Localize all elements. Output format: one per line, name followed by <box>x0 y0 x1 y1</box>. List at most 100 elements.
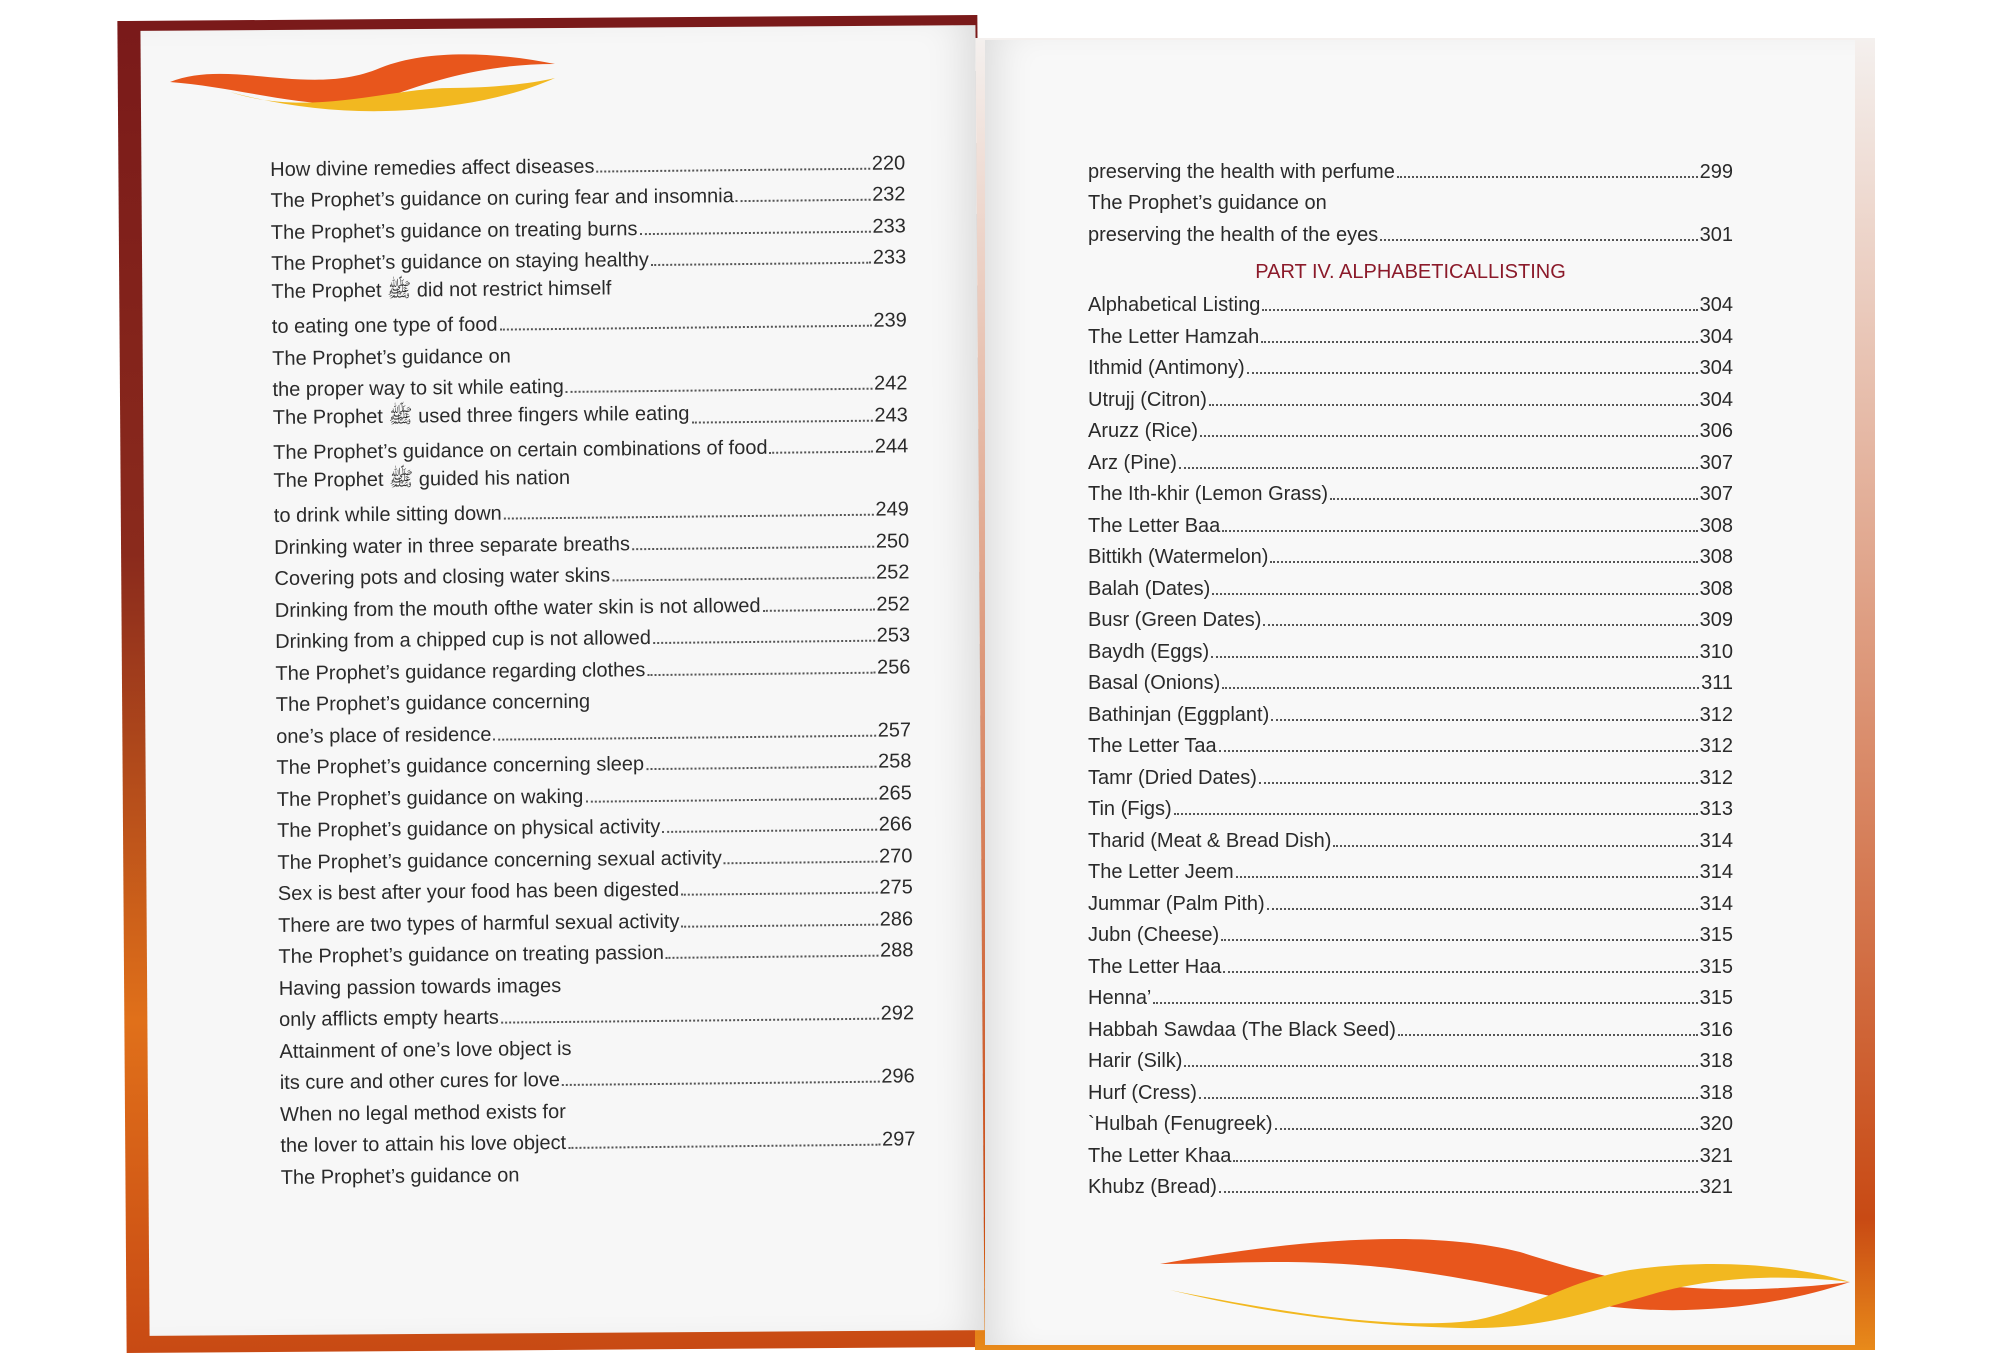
entry-title: only afflicts empty hearts <box>278 1006 499 1031</box>
entry-title: Henna’ <box>1088 987 1152 1009</box>
dot-leader <box>1221 939 1698 941</box>
toc-entry: The Letter Taa 312 <box>1088 727 1733 759</box>
dot-leader <box>503 513 874 520</box>
entry-title: Bittikh (Watermelon) <box>1088 546 1269 568</box>
entry-page-number: 307 <box>1699 451 1733 474</box>
entry-page-number: 308 <box>1699 577 1733 600</box>
dot-leader <box>1261 340 1698 343</box>
entry-page-number: 253 <box>876 624 911 647</box>
dot-leader <box>1266 907 1698 910</box>
dot-leader <box>1184 1065 1698 1067</box>
entry-title: Busr (Green Dates) <box>1088 609 1262 631</box>
dot-leader <box>1200 435 1698 437</box>
dot-leader <box>1262 309 1698 311</box>
entry-title: one’s place of residence <box>276 723 492 748</box>
entry-page-number: 304 <box>1699 325 1733 348</box>
right-page <box>985 40 1855 1345</box>
entry-title: The Prophet’s guidance on treating burns <box>270 217 638 244</box>
entry-page-number: 316 <box>1699 1018 1733 1041</box>
toc-entry: Henna’ 315 <box>1088 979 1733 1011</box>
flame-decoration-bottom-right <box>1160 1239 1850 1329</box>
entry-title: The Prophet’s guidance on physical activ… <box>277 815 661 842</box>
entry-page-number: 242 <box>873 372 908 395</box>
toc-entry: Arz (Pine) 307 <box>1088 443 1733 475</box>
entry-title: The Letter Hamzah <box>1088 325 1260 348</box>
dot-leader <box>1397 1033 1698 1036</box>
entry-title: Basal (Onions) <box>1088 672 1221 694</box>
entry-title: Hurf (Cress) <box>1088 1081 1197 1104</box>
entry-page-number: 301 <box>1699 223 1733 246</box>
dot-leader <box>639 230 871 235</box>
dot-leader <box>612 576 875 582</box>
dot-leader <box>769 450 873 454</box>
table-of-contents-left: How divine remedies affect diseases 220 Th… <box>270 143 916 1189</box>
entry-title: How divine remedies affect diseases <box>270 155 595 181</box>
entry-title: Tin (Figs) <box>1088 798 1172 820</box>
entry-title: The Ith-khir (Lemon Grass) <box>1088 483 1329 505</box>
entry-page-number: 252 <box>876 592 910 616</box>
dot-leader <box>1333 844 1698 847</box>
entry-page-number: 313 <box>1699 798 1733 820</box>
dot-leader <box>1270 561 1698 563</box>
dot-leader <box>762 608 875 612</box>
entry-title: There are two types of harmful sexual ac… <box>278 910 680 937</box>
entry-title: Aruzz (Rice) <box>1088 420 1199 442</box>
toc-entry: The Prophet’s guidance on <box>1088 184 1733 216</box>
dot-leader <box>561 1080 880 1086</box>
entry-page-number: 286 <box>879 907 914 931</box>
toc-entry: Jubn (Cheese) 315 <box>1088 916 1733 948</box>
table-of-contents-right: preserving the health with perfume 299 The… <box>1088 152 1733 1199</box>
entry-title: The Prophet’s guidance on treating passi… <box>278 941 664 968</box>
toc-entry: Baydh (Eggs) 310 <box>1088 632 1733 664</box>
flame-decoration-top-left <box>170 54 555 112</box>
dot-leader <box>652 639 875 645</box>
entry-page-number: 252 <box>875 561 910 584</box>
entry-page-number: 249 <box>875 498 909 521</box>
entry-page-number: 270 <box>878 844 913 868</box>
entry-page-number: 318 <box>1699 1050 1733 1072</box>
dot-leader <box>646 765 877 771</box>
entry-page-number: 244 <box>874 435 909 458</box>
dot-leader <box>650 261 871 267</box>
entry-page-number: 275 <box>879 876 913 899</box>
toc-entry: Hurf (Cress) 318 <box>1088 1073 1733 1105</box>
entry-title: The Prophet ﷺ used three fingers while e… <box>272 402 690 429</box>
entry-page-number: 309 <box>1699 609 1733 631</box>
dot-leader <box>499 324 872 331</box>
toc-entry: Jummar (Palm Pith) 314 <box>1088 884 1733 916</box>
entry-title: Drinking water in three separate breaths <box>274 532 631 559</box>
entry-page-number: 239 <box>873 309 907 332</box>
dot-leader <box>1153 1002 1698 1004</box>
entry-page-number: 312 <box>1699 766 1733 789</box>
entry-page-number: 256 <box>876 655 911 679</box>
dot-leader <box>1222 687 1700 689</box>
entry-title: Tharid (Meat & Bread Dish) <box>1088 829 1332 852</box>
entry-page-number: 314 <box>1699 829 1733 852</box>
entry-title: The Prophet’s guidance concerning sexual… <box>277 846 722 874</box>
dot-leader <box>647 671 876 676</box>
entry-title: to drink while sitting down <box>273 502 502 527</box>
toc-entry: Busr (Green Dates) 309 <box>1088 601 1733 633</box>
toc-entry: The Letter Jeem 314 <box>1088 853 1733 885</box>
entry-title: When no legal method exists for <box>279 1100 566 1126</box>
toc-entry: Bathinjan (Eggplant) 312 <box>1088 695 1733 727</box>
dot-leader <box>723 860 878 864</box>
entry-page-number: 312 <box>1699 735 1733 757</box>
entry-page-number: 308 <box>1699 514 1733 537</box>
toc-entry: Habbah Sawdaa (The Black Seed) 316 <box>1088 1010 1733 1042</box>
entry-title: the lover to attain his love object <box>280 1131 567 1157</box>
entry-title: The Prophet’s guidance concerning sleep <box>276 753 645 779</box>
entry-page-number: 232 <box>872 183 906 206</box>
entry-title: The Prophet ﷺ guided his nation <box>273 466 571 492</box>
entry-title: Jummar (Palm Pith) <box>1088 892 1265 915</box>
entry-page-number: 233 <box>872 214 906 238</box>
entry-page-number: 250 <box>875 529 910 553</box>
dot-leader <box>500 1017 879 1024</box>
entry-title: Attainment of one’s love object is <box>279 1037 572 1063</box>
entry-title: `Hulbah (Fenugreek) <box>1088 1113 1273 1135</box>
entry-page-number: 320 <box>1699 1113 1733 1135</box>
entry-page-number: 288 <box>879 939 914 962</box>
dot-leader <box>493 734 876 741</box>
dot-leader <box>1235 876 1698 878</box>
entry-title: The Prophet’s guidance on <box>280 1163 520 1189</box>
